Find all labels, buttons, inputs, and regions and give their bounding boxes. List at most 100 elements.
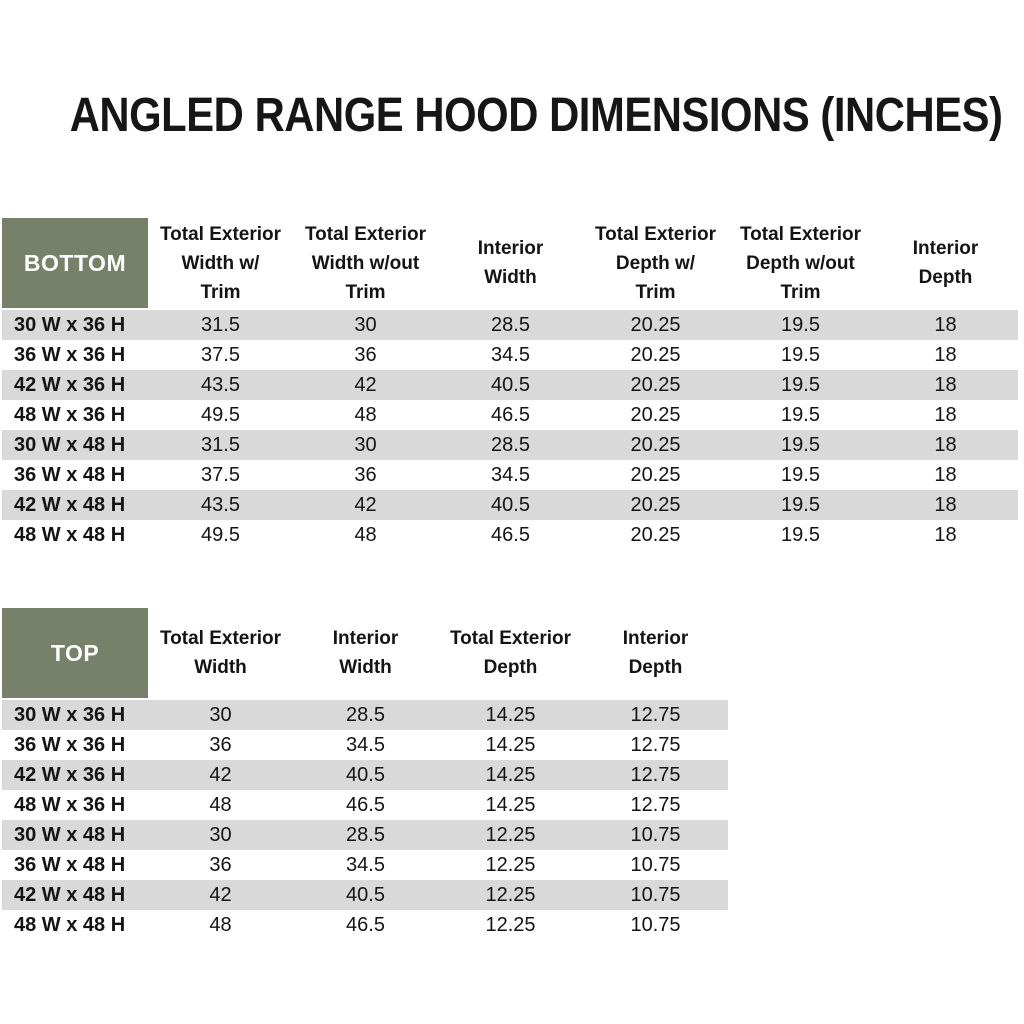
corner-cell: BOTTOM <box>2 218 148 308</box>
table-cell: 19.5 <box>781 403 820 426</box>
row-label: 42 W x 36 H <box>14 373 126 396</box>
table-cell: 48 <box>354 523 377 546</box>
table-cell: 19.5 <box>781 313 820 336</box>
column-header: Total Exterior Width w/ Trim <box>159 223 282 303</box>
table-cell: 18 <box>934 313 957 336</box>
row-label: 48 W x 36 H <box>14 403 126 426</box>
table-cell: 34.5 <box>491 343 530 366</box>
table-cell: 36 <box>354 343 377 366</box>
header-row: TOP Total Exterior Width Interior Width Tot… <box>2 608 728 698</box>
table-cell: 30 <box>209 823 232 846</box>
table-cell: 49.5 <box>201 523 240 546</box>
table-cell: 19.5 <box>781 373 820 396</box>
table-row: 30 W x 36 H 31.5 30 28.5 20.25 19.5 18 <box>2 310 1018 340</box>
table-cell: 46.5 <box>491 403 530 426</box>
table-cell: 20.25 <box>630 493 681 516</box>
header-row: BOTTOM Total Exterior Width w/ Trim Total … <box>2 218 1018 308</box>
table-row: 42 W x 36 H 42 40.5 14.25 12.75 <box>2 760 728 790</box>
table-cell: 37.5 <box>201 463 240 486</box>
table-cell: 20.25 <box>630 373 681 396</box>
table-cell: 48 <box>209 793 232 816</box>
table-row: 48 W x 48 H 48 46.5 12.25 10.75 <box>2 910 728 940</box>
table-cell: 28.5 <box>491 313 530 336</box>
row-label: 42 W x 48 H <box>14 883 126 906</box>
table-cell: 48 <box>354 403 377 426</box>
row-label: 30 W x 48 H <box>14 823 126 846</box>
table-cell: 14.25 <box>485 793 536 816</box>
table-cell: 20.25 <box>630 343 681 366</box>
table-cell: 46.5 <box>346 913 385 936</box>
table-cell: 19.5 <box>781 523 820 546</box>
table-cell: 20.25 <box>630 313 681 336</box>
table-cell: 18 <box>934 433 957 456</box>
row-label: 36 W x 36 H <box>14 343 126 366</box>
row-label: 48 W x 48 H <box>14 913 126 936</box>
table-row: 36 W x 48 H 36 34.5 12.25 10.75 <box>2 850 728 880</box>
table-cell: 18 <box>934 373 957 396</box>
table-row: 42 W x 36 H 43.5 42 40.5 20.25 19.5 18 <box>2 370 1018 400</box>
top-dimensions-table: TOP Total Exterior Width Interior Width Tot… <box>2 608 728 940</box>
table-cell: 42 <box>209 763 232 786</box>
column-header: Interior Width <box>332 628 399 678</box>
page-header: ANGLED RANGE HOOD DIMENSIONS (INCHES) <box>0 92 1024 151</box>
table-cell: 18 <box>934 403 957 426</box>
column-header: Total Exterior Width w/out Trim <box>304 223 427 303</box>
table-cell: 20.25 <box>630 463 681 486</box>
table-cell: 28.5 <box>346 703 385 726</box>
table-cell: 18 <box>934 463 957 486</box>
table-row: 30 W x 36 H 30 28.5 14.25 12.75 <box>2 700 728 730</box>
table-cell: 12.25 <box>485 913 536 936</box>
table-cell: 36 <box>354 463 377 486</box>
table-row: 42 W x 48 H 43.5 42 40.5 20.25 19.5 18 <box>2 490 1018 520</box>
column-header: Total Exterior Depth w/out Trim <box>739 223 862 303</box>
table-cell: 12.75 <box>630 763 681 786</box>
table-cell: 19.5 <box>781 433 820 456</box>
table-row: 42 W x 48 H 42 40.5 12.25 10.75 <box>2 880 728 910</box>
table-cell: 14.25 <box>485 703 536 726</box>
row-label: 42 W x 36 H <box>14 763 126 786</box>
table-cell: 28.5 <box>346 823 385 846</box>
column-header: Interior Width <box>477 238 544 288</box>
table-cell: 36 <box>209 853 232 876</box>
table-cell: 12.25 <box>485 823 536 846</box>
table-cell: 30 <box>209 703 232 726</box>
table-cell: 19.5 <box>781 343 820 366</box>
table-row: 36 W x 36 H 36 34.5 14.25 12.75 <box>2 730 728 760</box>
table-cell: 14.25 <box>485 733 536 756</box>
table-cell: 40.5 <box>491 493 530 516</box>
table-cell: 30 <box>354 433 377 456</box>
table-cell: 40.5 <box>346 883 385 906</box>
table-cell: 20.25 <box>630 403 681 426</box>
table-cell: 12.75 <box>630 733 681 756</box>
column-header: Interior Depth <box>912 238 979 288</box>
table-cell: 34.5 <box>491 463 530 486</box>
row-label: 42 W x 48 H <box>14 493 126 516</box>
row-label: 30 W x 36 H <box>14 313 126 336</box>
table-cell: 37.5 <box>201 343 240 366</box>
table-cell: 20.25 <box>630 433 681 456</box>
table-cell: 12.75 <box>630 793 681 816</box>
table-cell: 18 <box>934 523 957 546</box>
table-row: 36 W x 36 H 37.5 36 34.5 20.25 19.5 18 <box>2 340 1018 370</box>
table-cell: 19.5 <box>781 463 820 486</box>
column-header: Total Exterior Width <box>159 628 282 678</box>
table-cell: 10.75 <box>630 883 681 906</box>
corner-cell: TOP <box>2 608 148 698</box>
table-cell: 34.5 <box>346 853 385 876</box>
page-title: ANGLED RANGE HOOD DIMENSIONS (INCHES) <box>69 89 1003 142</box>
table-cell: 42 <box>354 373 377 396</box>
table-cell: 18 <box>934 343 957 366</box>
row-label: 36 W x 48 H <box>14 463 126 486</box>
table-cell: 46.5 <box>346 793 385 816</box>
table-cell: 12.25 <box>485 883 536 906</box>
table-cell: 19.5 <box>781 493 820 516</box>
table-row: 48 W x 36 H 48 46.5 14.25 12.75 <box>2 790 728 820</box>
row-label: 30 W x 36 H <box>14 703 126 726</box>
table-cell: 14.25 <box>485 763 536 786</box>
table-cell: 43.5 <box>201 493 240 516</box>
table-cell: 30 <box>354 313 377 336</box>
table-cell: 42 <box>354 493 377 516</box>
row-label: 30 W x 48 H <box>14 433 126 456</box>
table-row: 30 W x 48 H 30 28.5 12.25 10.75 <box>2 820 728 850</box>
table-row: 30 W x 48 H 31.5 30 28.5 20.25 19.5 18 <box>2 430 1018 460</box>
